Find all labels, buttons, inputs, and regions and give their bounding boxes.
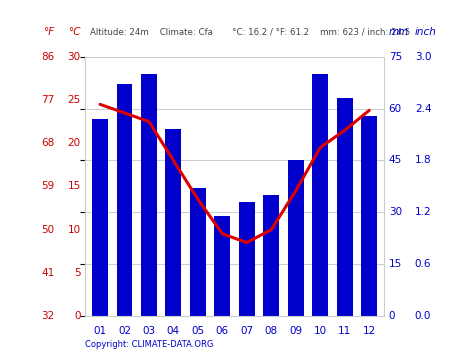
Bar — [214, 216, 230, 316]
Text: Copyright: CLIMATE-DATA.ORG: Copyright: CLIMATE-DATA.ORG — [85, 340, 214, 349]
Text: 1.8: 1.8 — [415, 155, 431, 165]
Text: 86: 86 — [41, 52, 55, 62]
Bar — [264, 195, 279, 316]
Text: 75: 75 — [389, 52, 402, 62]
Text: 15: 15 — [67, 181, 81, 191]
Text: 59: 59 — [41, 181, 55, 191]
Text: 0.0: 0.0 — [415, 311, 431, 321]
Bar — [337, 98, 353, 316]
Text: 20: 20 — [67, 138, 81, 148]
Bar — [312, 74, 328, 316]
Text: 68: 68 — [41, 138, 55, 148]
Bar — [190, 188, 206, 316]
Text: 0: 0 — [74, 311, 81, 321]
Text: 1.2: 1.2 — [415, 207, 431, 217]
Bar — [239, 202, 255, 316]
Text: Altitude: 24m    Climate: Cfa       °C: 16.2 / °F: 61.2    mm: 623 / inch: 24.5: Altitude: 24m Climate: Cfa °C: 16.2 / °F… — [90, 27, 410, 37]
Text: °F: °F — [43, 27, 55, 37]
Text: mm: mm — [389, 27, 409, 37]
Text: 32: 32 — [41, 311, 55, 321]
Bar — [92, 119, 108, 316]
Text: 15: 15 — [389, 259, 402, 269]
Bar — [117, 84, 132, 316]
Text: 25: 25 — [67, 95, 81, 105]
Bar — [141, 74, 157, 316]
Text: 60: 60 — [389, 104, 402, 114]
Text: 50: 50 — [41, 225, 55, 235]
Text: 10: 10 — [67, 225, 81, 235]
Text: 77: 77 — [41, 95, 55, 105]
Text: 41: 41 — [41, 268, 55, 278]
Text: 45: 45 — [389, 155, 402, 165]
Text: 0: 0 — [389, 311, 395, 321]
Text: inch: inch — [415, 27, 437, 37]
Text: °C: °C — [68, 27, 81, 37]
Text: 30: 30 — [67, 52, 81, 62]
Text: 3.0: 3.0 — [415, 52, 431, 62]
Bar — [361, 115, 377, 316]
Bar — [165, 129, 182, 316]
Text: 30: 30 — [389, 207, 402, 217]
Bar — [288, 160, 304, 316]
Text: 0.6: 0.6 — [415, 259, 431, 269]
Text: 2.4: 2.4 — [415, 104, 431, 114]
Text: 5: 5 — [74, 268, 81, 278]
